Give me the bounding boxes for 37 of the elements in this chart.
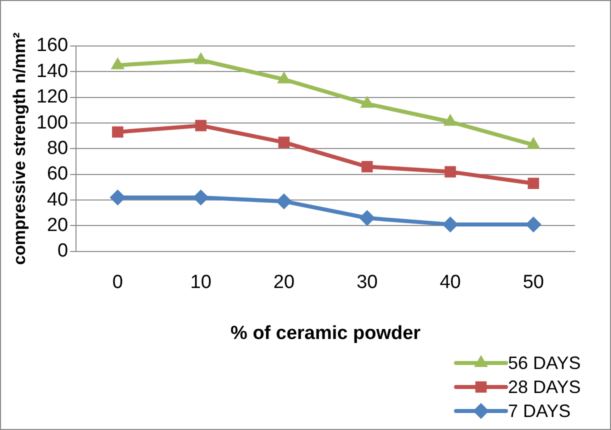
y-tick-label: 160: [36, 35, 68, 56]
point: [276, 193, 292, 210]
y-tick-label: 80: [46, 138, 68, 159]
point: [359, 210, 376, 226]
point: [528, 178, 540, 190]
point: [112, 126, 124, 138]
y-tick-label: 140: [36, 60, 68, 82]
y-tick-label: 20: [46, 214, 68, 236]
x-tick-label: 0: [112, 272, 123, 294]
y-tick-label: 120: [36, 86, 68, 108]
point: [277, 71, 291, 84]
point: [194, 52, 208, 64]
x-axis-title: % of ceramic powder: [230, 322, 422, 344]
x-tick-label: 30: [356, 272, 378, 294]
point: [192, 189, 209, 206]
legend-label: 7 DAYS: [508, 400, 571, 421]
x-tick-label: 20: [273, 272, 295, 294]
y-axis-title: compressive strength n/mm²: [10, 32, 29, 265]
legend-label: 56 DAYS: [508, 352, 581, 373]
y-tick-label: 60: [46, 164, 68, 185]
x-tick-label: 10: [190, 272, 212, 294]
point: [526, 136, 540, 149]
point: [110, 189, 126, 206]
y-tick-label: 100: [36, 112, 68, 134]
legend-label: 28 DAYS: [508, 376, 581, 397]
x-tick-label: 50: [522, 272, 544, 294]
point: [195, 120, 206, 132]
point: [361, 161, 373, 172]
y-tick-label: 40: [46, 189, 68, 210]
point: [360, 96, 374, 108]
x-tick-label: 40: [440, 272, 461, 294]
y-tick-label: 0: [58, 240, 68, 262]
point: [442, 216, 458, 232]
point: [278, 136, 290, 148]
point: [443, 114, 458, 126]
point: [110, 57, 125, 70]
point: [444, 166, 456, 178]
